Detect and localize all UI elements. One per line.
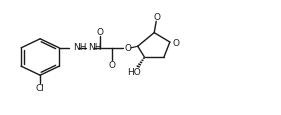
- Text: O: O: [97, 28, 104, 36]
- Text: HO: HO: [127, 67, 141, 76]
- Text: NH: NH: [73, 43, 86, 52]
- Text: Cl: Cl: [36, 83, 45, 92]
- Polygon shape: [131, 47, 138, 49]
- Text: O: O: [154, 13, 161, 22]
- Text: NH: NH: [88, 43, 101, 52]
- Text: O: O: [124, 43, 131, 52]
- Text: O: O: [108, 60, 115, 69]
- Text: O: O: [173, 38, 180, 47]
